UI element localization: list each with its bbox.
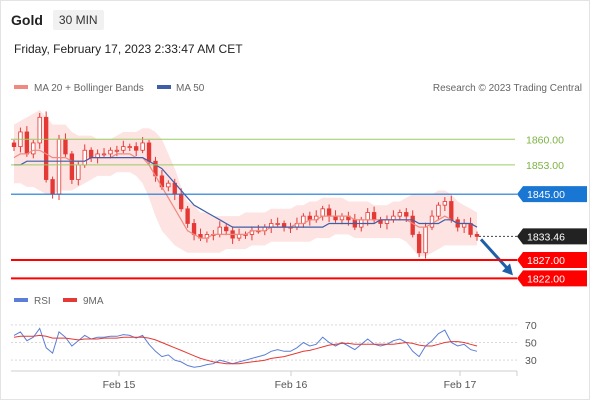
candle-body <box>410 215 415 235</box>
support-tag-5 <box>517 270 587 287</box>
candle-body <box>146 142 152 162</box>
candle-body <box>320 208 325 217</box>
candle-body <box>442 201 448 206</box>
candle-body <box>275 223 280 225</box>
candle-body <box>50 179 55 195</box>
candle-body <box>76 164 81 180</box>
ma50-line <box>14 157 478 228</box>
rsi-tick-label: 30 <box>525 355 537 367</box>
candle-body <box>217 226 222 235</box>
level-label-1: 1853.00 <box>526 160 564 172</box>
forecast-arrow <box>479 238 512 273</box>
candle-body <box>185 208 190 224</box>
forecast-arrow-head <box>502 263 513 276</box>
candle-body <box>326 208 332 217</box>
x-tick-label: Feb 15 <box>103 379 136 391</box>
price-panel <box>11 110 513 276</box>
candle-body <box>101 153 107 156</box>
candle-body <box>56 138 62 195</box>
support-label-4: 1827.00 <box>527 255 565 267</box>
current-price-tag <box>517 228 587 245</box>
candle-body <box>140 142 145 151</box>
rsi-panel: 70 50 30 <box>11 320 537 368</box>
candle-body <box>474 234 480 237</box>
rsi-tick-label: 50 <box>525 338 537 350</box>
ma20-legend-swatch <box>14 85 28 89</box>
x-tick-label: Feb 16 <box>275 379 308 391</box>
candle-body <box>69 153 75 180</box>
support-tag-4 <box>517 252 587 269</box>
timeframe-button[interactable]: 30 MIN <box>52 10 104 30</box>
candle-body <box>88 149 94 158</box>
rsi-legend-label: RSI <box>34 296 51 307</box>
candle-body <box>82 149 87 166</box>
level-label-0: 1860.00 <box>526 134 564 146</box>
rsi-ma-line <box>13 334 478 365</box>
candle-body <box>224 226 229 232</box>
candle-body <box>31 142 36 155</box>
candle-body <box>397 212 403 217</box>
candle-body <box>63 138 68 155</box>
candle-body <box>114 149 120 152</box>
candle-body <box>166 182 171 188</box>
candle-body <box>179 193 184 210</box>
candle-body <box>127 146 132 149</box>
ma50-legend-label: MA 50 <box>176 83 205 94</box>
price-levels: 1860.00 1853.00 1845.00 1833.46 1827.00 1822.… <box>11 134 587 287</box>
candle-body <box>108 149 113 155</box>
candle-body <box>43 116 49 180</box>
chart-header: Gold 30 MIN <box>11 10 104 30</box>
ma20-legend-label: MA 20 + Bollinger Bands <box>34 83 144 94</box>
resistance-tag <box>517 186 587 203</box>
ma50-legend-swatch <box>157 85 171 89</box>
rsi-tick-label: 70 <box>525 320 537 332</box>
timestamp: Friday, February 17, 2023 2:33:47 AM CET <box>14 42 243 56</box>
candle-body <box>365 212 370 221</box>
candle-body <box>449 201 454 221</box>
rsi-legend-swatch <box>14 298 28 302</box>
x-axis: Feb 15 Feb 16 Feb 17 <box>11 370 518 391</box>
support-label-5: 1822.00 <box>527 273 565 285</box>
price-legend: MA 20 + Bollinger Bands MA 50 Research ©… <box>14 83 582 94</box>
candle-body <box>37 116 42 144</box>
candle-body <box>404 212 409 217</box>
candle-body <box>134 146 139 151</box>
rsi-ma-legend-swatch <box>63 298 77 302</box>
rsi-legend: RSI 9MA <box>14 296 104 307</box>
candle-body <box>24 131 30 155</box>
candle-body <box>423 226 428 254</box>
candle-body <box>416 234 422 254</box>
rsi-line <box>13 327 478 368</box>
resistance-label: 1845.00 <box>527 189 565 201</box>
current-price-label: 1833.46 <box>527 231 565 243</box>
candle-body <box>191 223 197 235</box>
copyright-text: Research © 2023 Trading Central <box>433 83 582 94</box>
candle-body <box>11 142 17 148</box>
candle-body <box>371 212 377 221</box>
instrument-title: Gold <box>11 12 43 28</box>
candle-body <box>468 223 473 235</box>
rsi-ma-legend-label: 9MA <box>83 296 104 307</box>
candle-body <box>121 146 126 151</box>
candle-body <box>436 204 441 217</box>
candle-body <box>429 215 435 228</box>
x-tick-label: Feb 17 <box>444 379 477 391</box>
